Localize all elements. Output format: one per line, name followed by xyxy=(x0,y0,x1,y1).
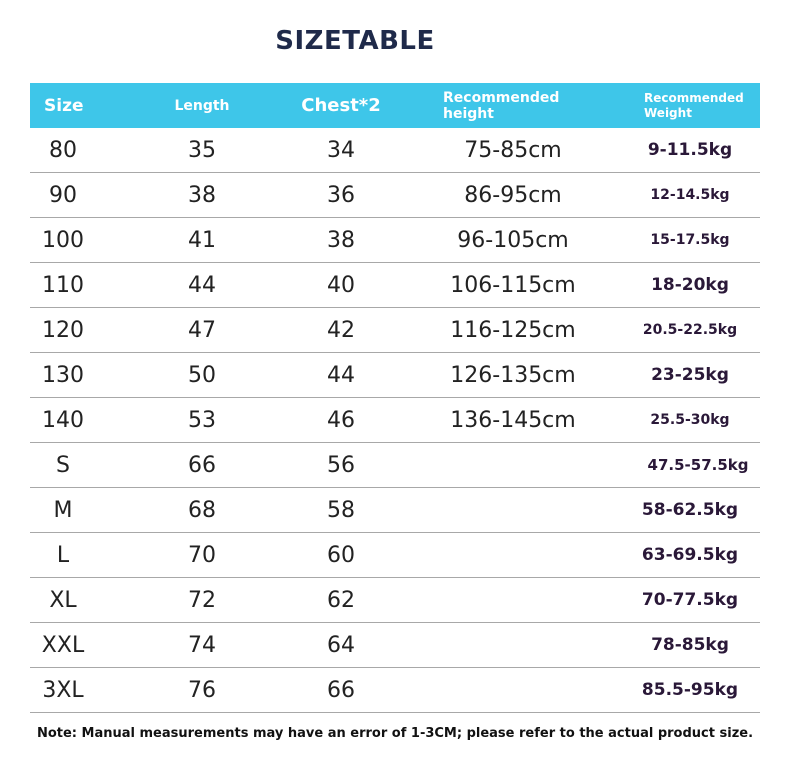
table-cell: 18-20kg xyxy=(651,275,729,295)
table-cell: L xyxy=(56,542,70,568)
table-cell: 58-62.5kg xyxy=(641,500,739,520)
table-cell: 47.5-57.5kg xyxy=(647,456,749,474)
table-row: 100 41 38 96-105cm 15-17.5kg xyxy=(30,218,760,263)
table-row: 120 47 42 116-125cm 20.5-22.5kg xyxy=(30,308,760,353)
table-cell: 50 xyxy=(188,362,216,388)
table-cell: 40 xyxy=(327,272,355,298)
table-cell: 46 xyxy=(327,407,355,433)
table-row: 140 53 46 136-145cm 25.5-30kg xyxy=(30,398,760,443)
table-row: 3XL 76 66 85.5-95kg xyxy=(30,668,760,713)
table-cell: 106-115cm xyxy=(450,272,576,298)
table-cell: XXL xyxy=(41,632,85,658)
table-cell: 34 xyxy=(327,137,355,163)
table-cell: 44 xyxy=(188,272,216,298)
table-cell: 3XL xyxy=(42,677,84,703)
header-cell: Recommended height xyxy=(443,89,560,122)
header-cell: Length xyxy=(174,97,230,114)
table-cell: 20.5-22.5kg xyxy=(642,322,738,338)
table-cell: 58 xyxy=(327,497,355,523)
table-cell: 12-14.5kg xyxy=(650,187,730,203)
table-cell: 68 xyxy=(188,497,216,523)
table-row: 80 35 34 75-85cm 9-11.5kg xyxy=(30,128,760,173)
table-cell: S xyxy=(56,452,70,478)
table-cell: 62 xyxy=(327,587,355,613)
table-cell: M xyxy=(53,497,73,523)
table-cell: 72 xyxy=(188,587,216,613)
table-cell: 110 xyxy=(42,272,84,298)
table-cell: 42 xyxy=(327,317,355,343)
table-cell: 25.5-30kg xyxy=(650,412,730,428)
table-cell: 70 xyxy=(188,542,216,568)
table-cell: 44 xyxy=(327,362,355,388)
header-cell: Recommended Weight xyxy=(644,90,744,120)
table-cell: 74 xyxy=(188,632,216,658)
table-cell: 53 xyxy=(188,407,216,433)
table-cell: 23-25kg xyxy=(651,365,729,385)
table-cell: 9-11.5kg xyxy=(647,140,733,160)
note: Note: Manual measurements may have an er… xyxy=(36,726,754,741)
table-cell: 130 xyxy=(42,362,84,388)
table-row: XL 72 62 70-77.5kg xyxy=(30,578,760,623)
table-cell: 78-85kg xyxy=(651,635,729,655)
table-cell: 64 xyxy=(327,632,355,658)
table-row: 130 50 44 126-135cm 23-25kg xyxy=(30,353,760,398)
table-header: Size Length Chest*2 Recommended height Recom… xyxy=(30,83,760,128)
table-row: 110 44 40 106-115cm 18-20kg xyxy=(30,263,760,308)
table-cell: 60 xyxy=(327,542,355,568)
table-cell: 85.5-95kg xyxy=(641,680,739,700)
table-cell: 41 xyxy=(188,227,216,253)
table-cell: 56 xyxy=(327,452,355,478)
table-cell: 66 xyxy=(188,452,216,478)
header-cell: Chest*2 xyxy=(301,95,381,116)
table-cell: 86-95cm xyxy=(464,182,562,208)
table-row: S 66 56 47.5-57.5kg xyxy=(30,443,760,488)
table-cell: 36 xyxy=(327,182,355,208)
table-cell: XL xyxy=(49,587,77,613)
table-cell: 15-17.5kg xyxy=(650,232,730,248)
header-cell: Size xyxy=(44,95,84,116)
table-cell: 90 xyxy=(49,182,77,208)
table-cell: 80 xyxy=(49,137,77,163)
table-row: M 68 58 58-62.5kg xyxy=(30,488,760,533)
table-cell: 38 xyxy=(188,182,216,208)
table-cell: 70-77.5kg xyxy=(641,590,739,610)
table-cell: 63-69.5kg xyxy=(641,545,739,565)
table-cell: 96-105cm xyxy=(457,227,569,253)
table-cell: 38 xyxy=(327,227,355,253)
table-row: L 70 60 63-69.5kg xyxy=(30,533,760,578)
table-cell: 75-85cm xyxy=(464,137,562,163)
table-cell: 76 xyxy=(188,677,216,703)
table-cell: 47 xyxy=(188,317,216,343)
table-cell: 100 xyxy=(42,227,84,253)
table-cell: 120 xyxy=(42,317,84,343)
table-row: XXL 74 64 78-85kg xyxy=(30,623,760,668)
title: SIZETABLE xyxy=(275,26,435,56)
table-cell: 66 xyxy=(327,677,355,703)
table-cell: 140 xyxy=(42,407,84,433)
table-cell: 126-135cm xyxy=(450,362,576,388)
table-cell: 136-145cm xyxy=(450,407,576,433)
table-cell: 35 xyxy=(188,137,216,163)
table-row: 90 38 36 86-95cm 12-14.5kg xyxy=(30,173,760,218)
table-cell: 116-125cm xyxy=(450,317,576,343)
